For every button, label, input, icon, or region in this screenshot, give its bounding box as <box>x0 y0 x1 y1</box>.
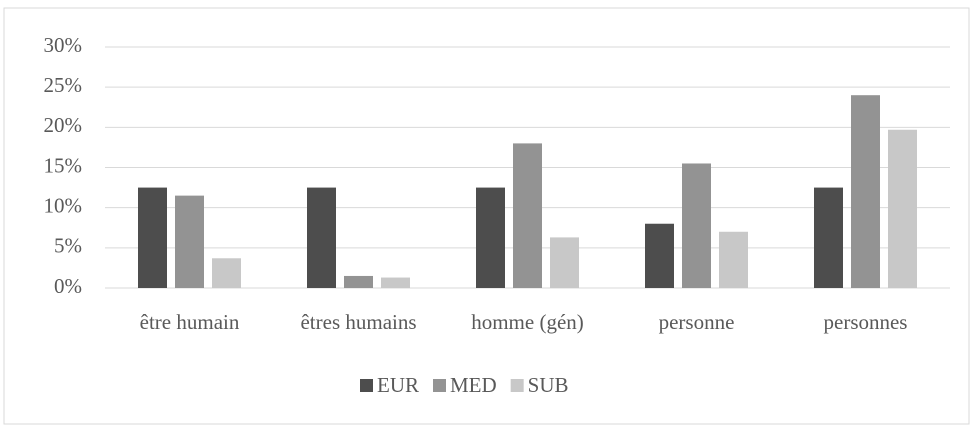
legend-label: EUR <box>377 373 419 397</box>
bar <box>212 258 241 288</box>
bar <box>814 187 843 288</box>
y-tick-label: 30% <box>44 33 83 57</box>
legend-swatch <box>360 379 373 392</box>
legend-label: SUB <box>528 373 569 397</box>
bar <box>513 143 542 288</box>
y-tick-label: 10% <box>44 193 83 217</box>
bar <box>550 237 579 288</box>
bar <box>645 223 674 288</box>
bar <box>719 231 748 288</box>
x-tick-label: homme (gén) <box>471 310 584 334</box>
x-tick-label: personnes <box>824 310 908 334</box>
y-tick-label: 15% <box>44 153 83 177</box>
y-tick-label: 0% <box>54 274 82 298</box>
bar <box>851 95 880 288</box>
y-tick-label: 5% <box>54 234 82 258</box>
legend-swatch <box>510 379 524 392</box>
bar <box>175 195 204 288</box>
y-tick-label: 25% <box>44 73 83 97</box>
bar <box>344 275 373 288</box>
bar <box>381 277 410 288</box>
bar <box>682 163 711 288</box>
bar <box>888 129 917 288</box>
bar <box>138 187 167 288</box>
legend-swatch <box>433 379 446 392</box>
x-tick-label: être humain <box>140 310 240 334</box>
x-tick-label: êtres humains <box>300 310 416 334</box>
y-tick-label: 20% <box>44 113 83 137</box>
x-tick-label: personne <box>659 310 735 334</box>
bar <box>476 187 505 288</box>
bar <box>307 187 336 288</box>
legend-label: MED <box>450 373 497 397</box>
